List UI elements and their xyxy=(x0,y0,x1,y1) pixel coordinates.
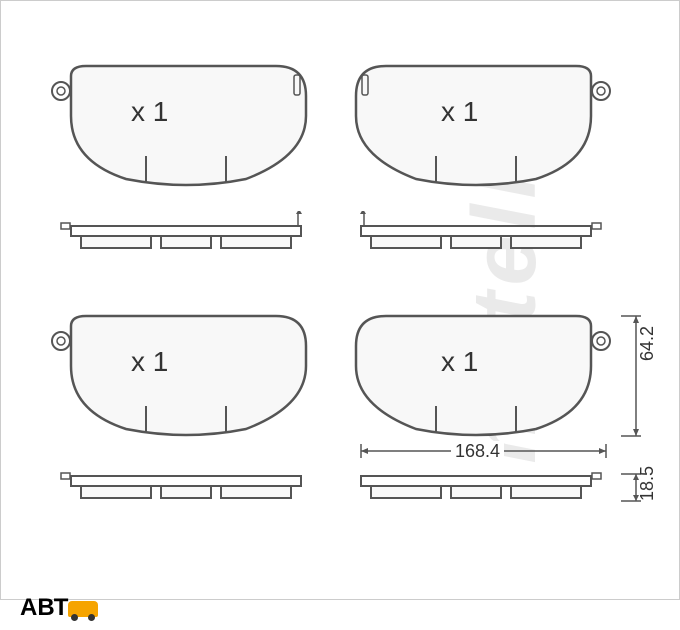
profile-br xyxy=(346,461,616,506)
car-icon xyxy=(68,601,98,617)
pad-bot-right xyxy=(346,311,616,441)
profile-tl xyxy=(46,211,316,256)
qty-label-tl: x 1 xyxy=(131,96,168,128)
dim-width-value: 168.4 xyxy=(451,441,504,462)
profile-bl xyxy=(46,461,316,506)
qty-label-br: x 1 xyxy=(441,346,478,378)
credit-text-1: АВТ xyxy=(20,594,68,621)
pad-top-left xyxy=(46,61,316,191)
dim-height-value: 64.2 xyxy=(637,326,658,361)
diagram-canvas: metelli x 1 x 1 x 1 x 1 xyxy=(0,0,680,600)
credit-logo: АВТ xyxy=(20,594,98,622)
qty-label-bl: x 1 xyxy=(131,346,168,378)
pad-top-right xyxy=(346,61,616,191)
qty-label-tr: x 1 xyxy=(441,96,478,128)
dim-thickness-value: 18.5 xyxy=(637,466,658,501)
pad-bot-left xyxy=(46,311,316,441)
profile-tr xyxy=(346,211,616,256)
